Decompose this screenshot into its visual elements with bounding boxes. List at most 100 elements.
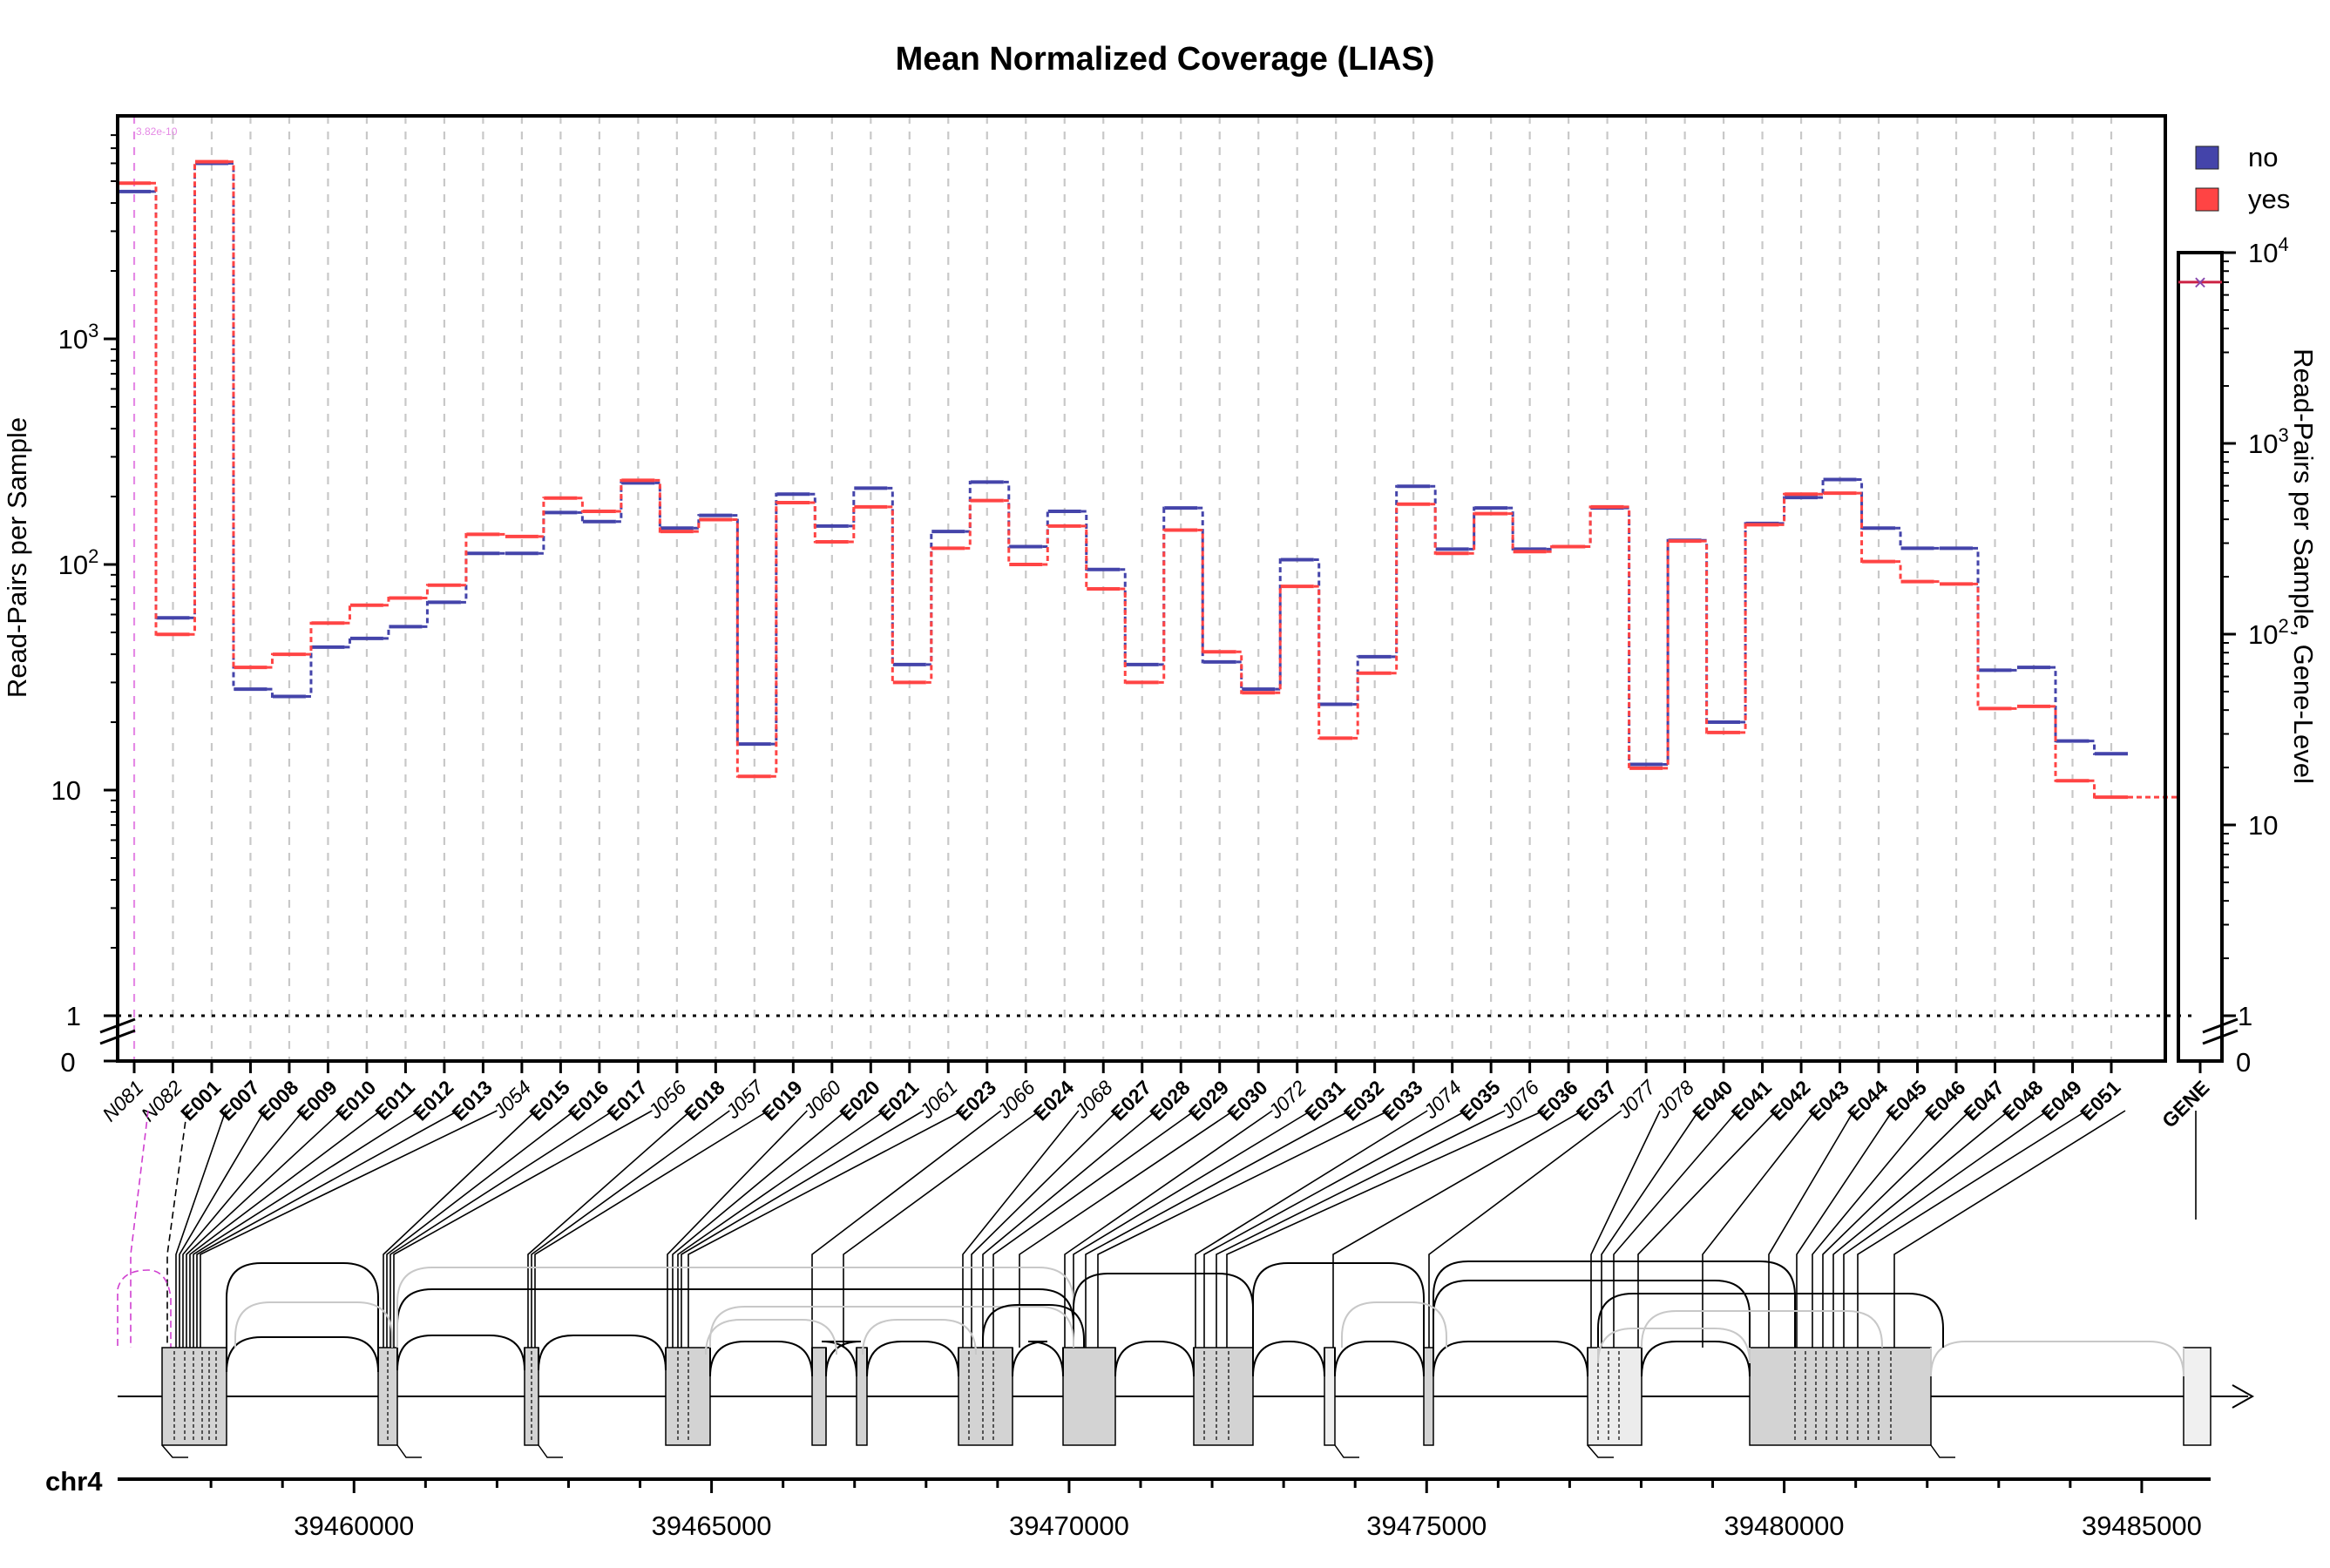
junction-arc [396,1288,1074,1348]
gene-model [118,1260,2255,1458]
junction-arc [1073,1273,1254,1348]
axis-break-mark [2202,1029,2239,1045]
feature-connector [200,1110,498,1348]
junction-arc [396,1335,525,1371]
genomic-tick-label: 39465000 [652,1511,772,1541]
feature-connector [687,1110,963,1348]
exon-hook [396,1444,422,1458]
exon-hook [1587,1444,1614,1458]
feature-connector [527,1110,692,1348]
legend-label-yes: yes [2248,184,2290,214]
exon-block [958,1347,1013,1446]
junction-arc [1433,1280,1751,1348]
feature-connector [1216,1110,1506,1348]
feature-connector [1613,1110,1738,1348]
junction-arc [821,1341,862,1377]
feature-connector [681,1110,925,1348]
exon-block [1749,1347,1932,1446]
junction-arc [1597,1293,1944,1348]
legend-swatch-no [2195,145,2219,170]
feature-connector [182,1110,304,1348]
junction-arc [226,1262,379,1348]
chromosome-label: chr4 [45,1466,103,1497]
feature-connector [971,1110,1118,1348]
junction-arc [866,1341,959,1377]
feature-connector [1702,1110,1816,1348]
junction-arc [1433,1341,1588,1377]
feature-connector [1428,1110,1622,1348]
right-y-tick-label: 10 [2248,810,2278,841]
junction-arc [1252,1341,1325,1377]
pvalue-annotation: 3.82e-10 [136,125,178,138]
feature-connector [1843,1110,2049,1348]
feature-connector [1226,1110,1544,1348]
y-tick-label: 1 [66,1001,81,1031]
feature-connector [667,1110,808,1348]
y-zero-label: 0 [60,1047,75,1078]
right-y-tick-label: 1 [2238,1001,2252,1031]
exon-block [1062,1347,1116,1446]
feature-connector [531,1110,730,1348]
junction-arc [1641,1310,1883,1348]
feature-connector [1203,1110,1467,1348]
feature-connector [193,1110,420,1348]
feature-connector [1832,1110,2010,1348]
junction-arc [1012,1341,1064,1377]
feature-connector [534,1110,769,1348]
feature-connector [1857,1110,2087,1348]
junction-arc [1641,1341,1751,1377]
feature-connector [672,1110,847,1348]
junction-arc [1341,1301,1447,1348]
junction-arc [1252,1262,1425,1348]
junction-arc [709,1306,1074,1348]
feature-connector [1601,1110,1700,1348]
feature-connector [1590,1110,1661,1348]
exon-hook [161,1444,188,1458]
pvalue-junction [117,1269,172,1348]
right-y-tick-label: 102 [2248,615,2289,650]
feature-connector [1332,1110,1583,1348]
feature-connector [1019,1110,1235,1348]
junction-arc [538,1335,667,1371]
exon-block [1324,1347,1336,1446]
genomic-tick-label: 39460000 [294,1511,414,1541]
feature-connectors [117,1110,2197,1348]
feature-connector [383,1110,537,1348]
genomic-tick-label: 39480000 [1724,1511,1845,1541]
feature-connector [196,1110,459,1348]
junction-arc [1930,1341,2184,1377]
legend-swatch-yes [2195,187,2219,212]
genomic-tick-label: 39485000 [2082,1511,2202,1541]
exon-block [1193,1347,1254,1446]
feature-connector [175,1110,227,1348]
junction-arc [1597,1328,1751,1364]
y-tick-label: 102 [58,545,99,580]
feature-connector [843,1110,1040,1348]
axis-break-mark [99,1017,136,1034]
feature-connector [189,1110,382,1348]
genomic-axis: chr4 39460000 39465000 39470000 39475000 3948… [45,1466,2211,1541]
feature-connector [130,1110,149,1348]
feature-connector [389,1110,614,1348]
feature-connector [1637,1110,1778,1348]
feature-connector [1097,1110,1390,1348]
feature-connector [1812,1110,1933,1348]
feature-connector [1085,1110,1351,1348]
junction-arc [1114,1341,1195,1377]
legend: no yes [2195,142,2290,214]
feature-connector [1893,1110,2126,1348]
y-tick-label: 10 [51,775,81,806]
junction-arc [396,1267,1074,1348]
series-connector-yes [151,160,2096,799]
genomic-tick-label: 39470000 [1009,1511,1129,1541]
feature-connector [393,1110,653,1348]
exon-block [1423,1347,1434,1446]
axis-break-mark [2202,1017,2239,1034]
genomic-tick-label: 39475000 [1366,1511,1487,1541]
feature-connector [677,1110,885,1348]
feature-connector [166,1110,188,1348]
feature-connector [1195,1110,1428,1348]
legend-label-no: no [2248,142,2278,172]
exon-block [2183,1347,2211,1446]
